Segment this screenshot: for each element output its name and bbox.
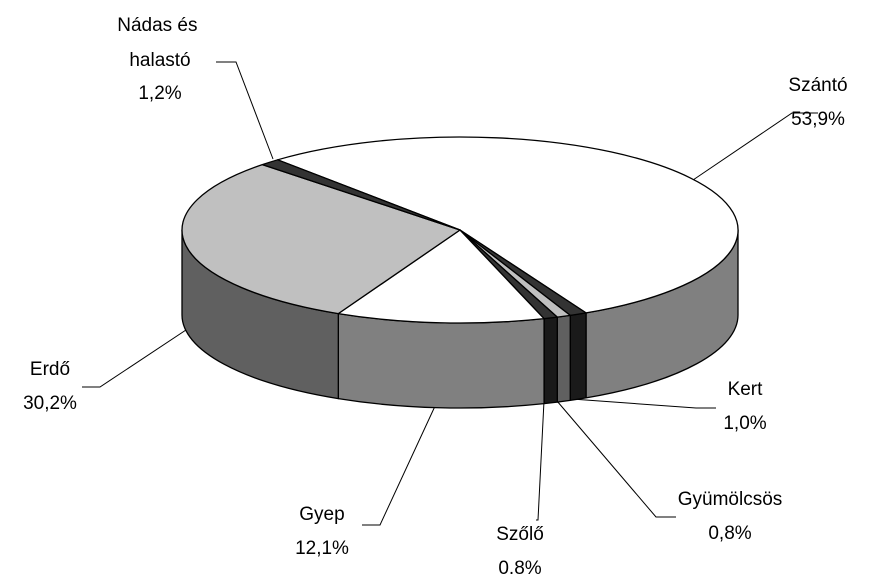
leader-line	[82, 321, 199, 388]
leader-line	[362, 403, 437, 526]
data-label-value: 1,0%	[723, 413, 766, 434]
data-label-value: 53,9%	[791, 109, 845, 130]
slice-side	[556, 314, 571, 403]
data-label-value: 12,1%	[295, 538, 349, 559]
data-label-name: Szőlő	[496, 524, 544, 545]
leader-line	[692, 112, 818, 181]
slice	[276, 136, 739, 314]
leader-line	[557, 397, 716, 409]
data-label-name: Nádas és halastó	[117, 15, 203, 71]
slice	[261, 159, 461, 231]
data-label-name: Szántó	[788, 75, 847, 96]
slice-side	[543, 316, 558, 405]
data-label-value: 1,2%	[138, 83, 181, 104]
data-label-name: Gyep	[299, 504, 344, 525]
leader-line	[556, 400, 676, 518]
data-label-name: Gyümölcsös	[678, 489, 783, 510]
slice-side	[569, 312, 587, 402]
slice	[181, 163, 461, 315]
pie-tops	[181, 136, 739, 324]
data-label-name: Kert	[728, 379, 764, 400]
data-label-value: 0.8%	[498, 558, 541, 574]
data-label-value: 0,8%	[708, 523, 751, 544]
data-label-name: Erdő	[30, 359, 70, 380]
slice	[337, 229, 545, 324]
data-label-value: 30,2%	[23, 393, 77, 414]
leader-line	[536, 400, 545, 521]
leader-line	[216, 61, 274, 160]
pie-sides	[181, 229, 739, 409]
slice-side	[337, 312, 545, 409]
leader-lines	[82, 61, 818, 526]
